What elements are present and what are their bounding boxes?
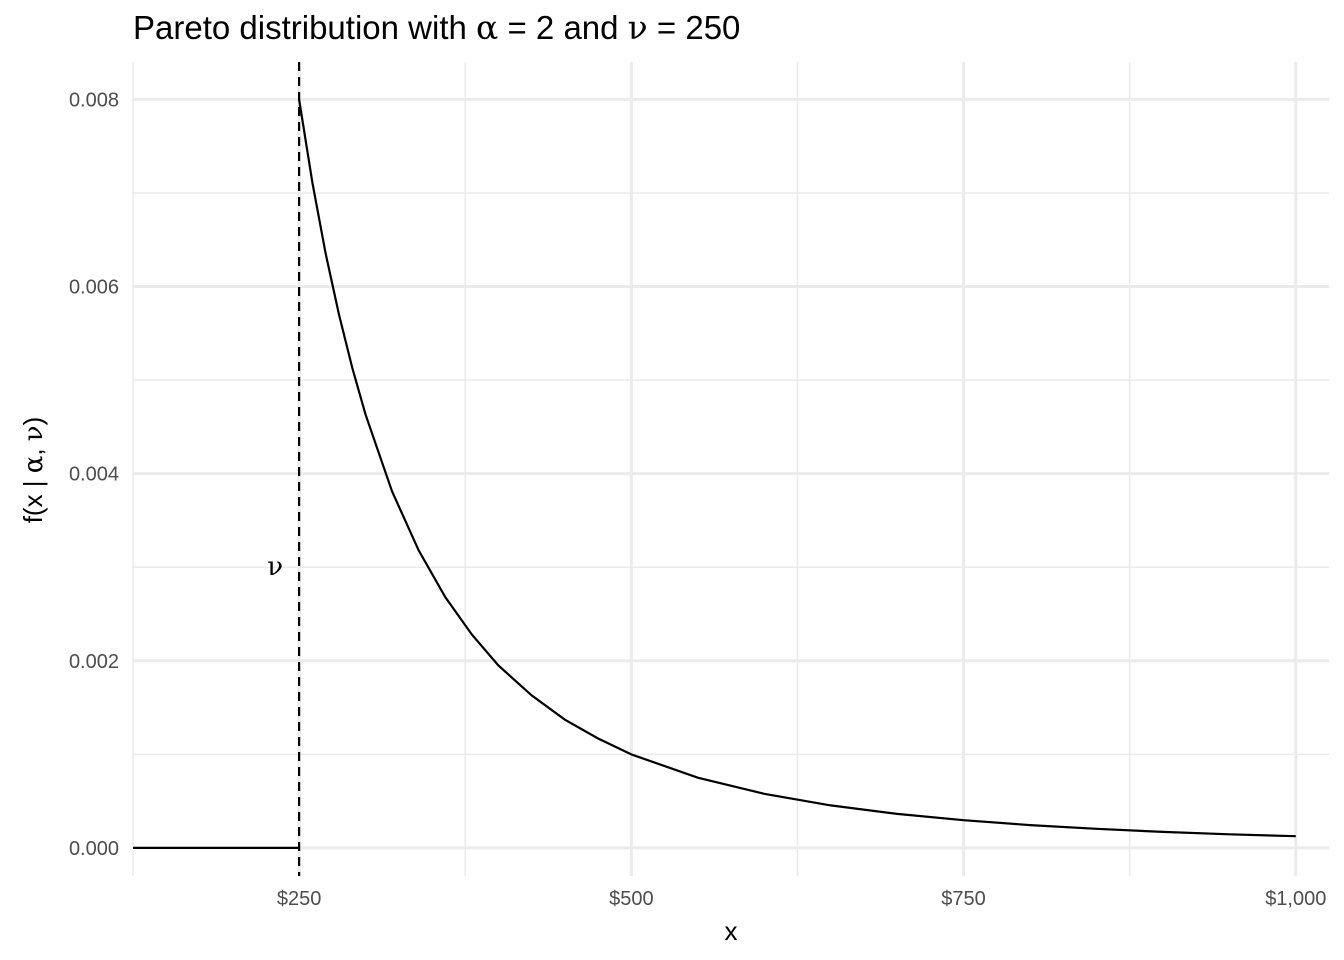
chart-title-part: = 2 and xyxy=(498,9,627,46)
y-tick-label: 0.004 xyxy=(69,464,119,486)
y-tick-label: 0.008 xyxy=(69,89,119,111)
x-tick-labels: $250 $500 $750 $1,000 xyxy=(277,888,1327,910)
series-lines xyxy=(133,99,1296,849)
x-tick-label: $1,000 xyxy=(1265,888,1326,910)
y-tick-label: 0.000 xyxy=(69,838,119,860)
y-tick-label: 0.006 xyxy=(69,277,119,299)
chart-title-part: = 250 xyxy=(648,9,741,46)
chart-title-part: Pareto distribution with xyxy=(133,9,476,46)
y-tick-labels: 0.000 0.002 0.004 0.006 0.008 xyxy=(69,89,119,860)
y-axis-title-alpha: α xyxy=(19,456,49,474)
x-tick-label: $750 xyxy=(941,888,986,910)
x-tick-label: $500 xyxy=(609,888,654,910)
pareto-density-line xyxy=(133,99,1296,849)
y-axis-title-part: ) xyxy=(18,417,48,426)
chart-title-alpha: α xyxy=(476,8,498,47)
chart-title: Pareto distribution with α = 2 and ν = 2… xyxy=(133,8,740,47)
grid-lines xyxy=(132,62,1329,876)
x-tick-label: $250 xyxy=(277,888,322,910)
y-axis-title-part: f(x | xyxy=(18,473,48,523)
annotations: ν xyxy=(267,62,301,876)
y-axis-title-nu: ν xyxy=(19,425,49,441)
y-axis-title-part: , xyxy=(18,441,48,455)
y-tick-label: 0.002 xyxy=(69,651,119,673)
nu-annotation: ν xyxy=(267,552,283,582)
chart-title-nu: ν xyxy=(628,8,648,47)
x-axis-title: x xyxy=(725,916,738,946)
y-axis-title: f(x | α, ν) xyxy=(18,417,49,524)
